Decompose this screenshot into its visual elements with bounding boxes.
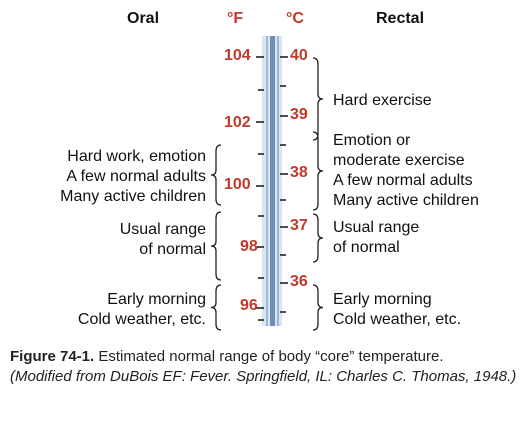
oral-header: Oral <box>127 10 160 27</box>
f-tick-label: 96 <box>240 297 258 314</box>
oral-brace-high <box>210 144 222 206</box>
label-line: of normal <box>139 241 206 258</box>
oral-brace-normal <box>210 211 222 281</box>
rectal-label-low: Early morning Cold weather, etc. <box>333 290 461 330</box>
f-tick-label: 104 <box>224 47 251 64</box>
label-line: moderate exercise <box>333 152 465 169</box>
rectal-label-exercise: Hard exercise <box>333 91 432 111</box>
braces <box>210 57 324 331</box>
label-line: Usual range <box>333 219 420 236</box>
rectal-header: Rectal <box>376 10 425 27</box>
rectal-label-normal: Usual range of normal <box>333 218 419 258</box>
oral-label-normal: Usual range of normal <box>120 220 206 260</box>
fahrenheit-header: °F <box>227 10 244 27</box>
label-line: Early morning <box>333 291 432 308</box>
f-tick-label: 102 <box>224 114 251 131</box>
oral-label-high: Hard work, emotion A few normal adults M… <box>60 147 206 207</box>
figure-number: Figure 74-1. <box>10 348 95 365</box>
label-line: Early morning <box>107 291 206 308</box>
f-tick-label: 100 <box>224 176 251 193</box>
label-line: Cold weather, etc. <box>333 311 462 328</box>
c-tick-label: 37 <box>290 217 308 234</box>
label-line: Cold weather, etc. <box>77 311 206 328</box>
c-tick-label: 40 <box>290 47 308 64</box>
c-tick-label: 38 <box>290 164 308 181</box>
caption-source: (Modified from DuBois EF: Fever. Springf… <box>10 368 517 385</box>
c-tick-label: 36 <box>290 273 308 290</box>
oral-brace-low <box>210 284 222 331</box>
tube-column <box>270 36 275 326</box>
caption-text: Estimated normal range of body “core” te… <box>94 348 444 365</box>
label-line: Hard work, emotion <box>67 148 206 165</box>
rectal-brace-low <box>312 284 324 331</box>
f-tick-label: 98 <box>240 238 258 255</box>
rectal-brace-exercise <box>312 57 324 141</box>
label-line: Emotion or <box>333 132 411 149</box>
label-line: Many active children <box>333 192 479 209</box>
celsius-header: °C <box>286 10 304 27</box>
figure-caption: Figure 74-1. Estimated normal range of b… <box>10 347 525 387</box>
rectal-brace-high <box>312 131 324 211</box>
tick-marks <box>256 56 288 321</box>
rectal-brace-normal <box>312 213 324 263</box>
label-line: of normal <box>333 239 400 256</box>
label-line: Hard exercise <box>333 92 432 109</box>
rectal-label-high: Emotion or moderate exercise A few norma… <box>333 131 479 211</box>
oral-label-low: Early morning Cold weather, etc. <box>78 290 206 330</box>
label-line: A few normal adults <box>66 168 206 185</box>
label-line: A few normal adults <box>333 172 473 189</box>
thermometer-scale <box>210 36 324 331</box>
label-line: Many active children <box>60 188 206 205</box>
c-tick-label: 39 <box>290 106 308 123</box>
label-line: Usual range <box>119 221 206 238</box>
